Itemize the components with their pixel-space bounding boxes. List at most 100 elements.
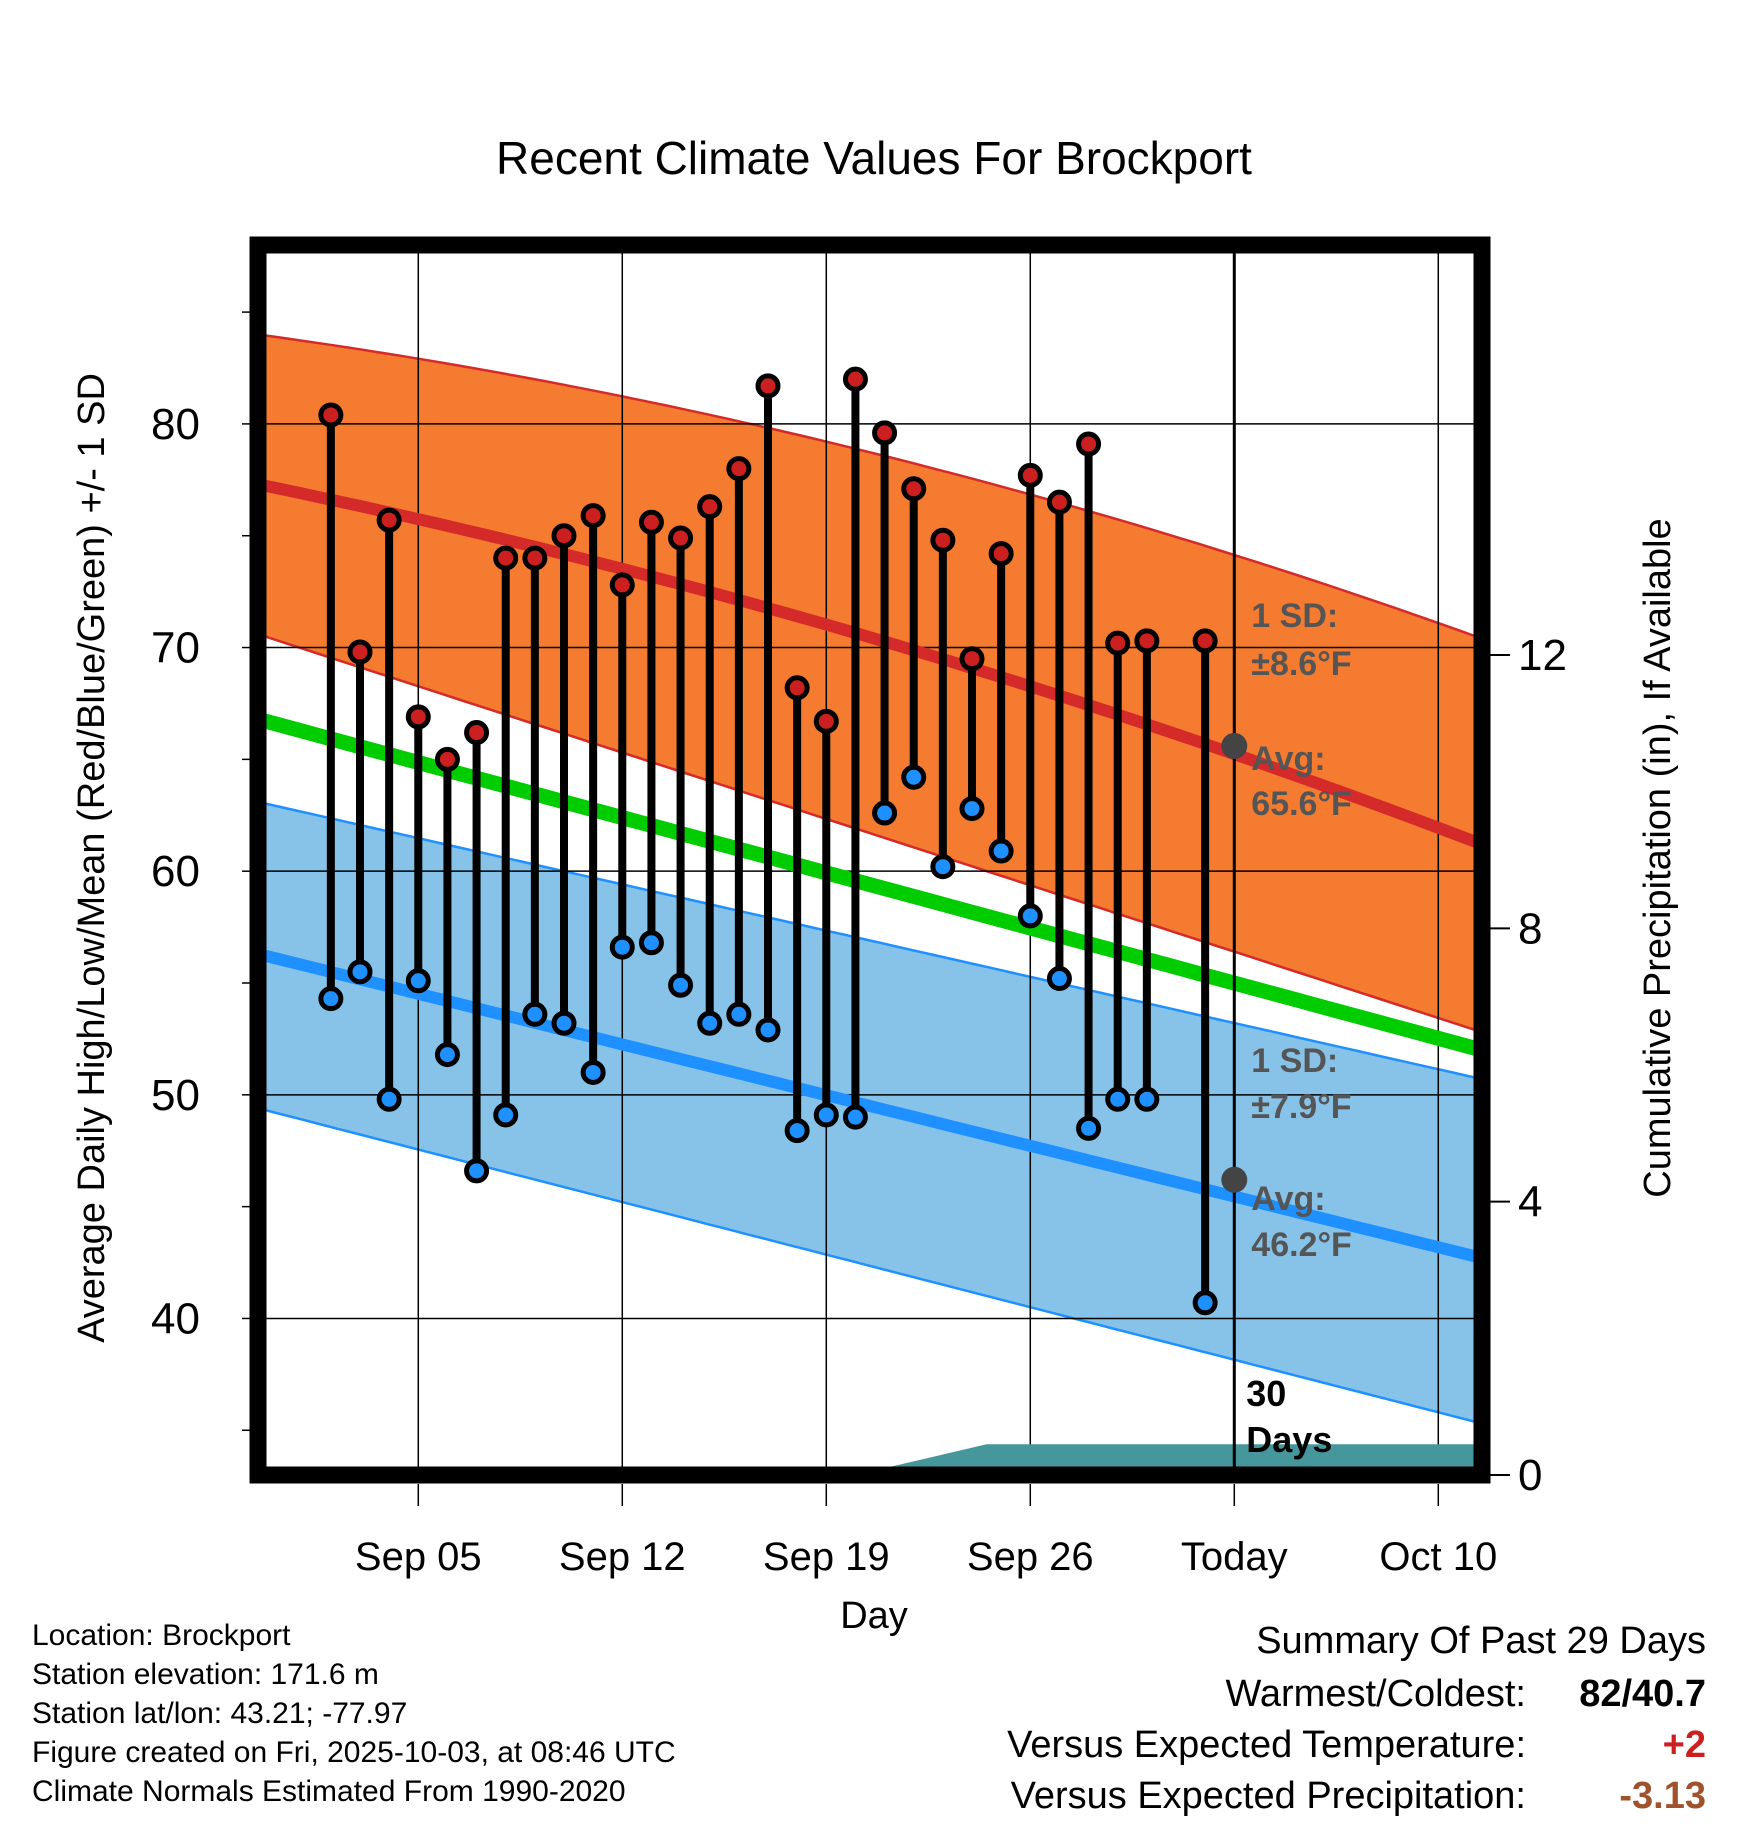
obs-high-dot-24 — [1017, 462, 1043, 488]
x-tick-label-38: Oct 10 — [1379, 1535, 1497, 1579]
y-tick-label-70: 70 — [151, 624, 200, 673]
latlon-text: Station lat/lon: 43.21; -77.97 — [32, 1697, 408, 1730]
summary-title: Summary Of Past 29 Days — [1007, 1616, 1706, 1667]
obs-low-dot-1 — [347, 959, 373, 985]
obs-low-dot-6 — [493, 1102, 519, 1128]
obs-high-dot-14 — [726, 456, 752, 482]
x-tick-label-24: Sep 26 — [967, 1535, 1094, 1579]
high-sd-label: 1 SD: — [1251, 597, 1338, 635]
obs-high-dot-21 — [930, 527, 956, 553]
obs-high-dot-26 — [1076, 431, 1102, 457]
obs-low-dot-9 — [580, 1059, 606, 1085]
obs-high-dot-7 — [522, 545, 548, 571]
obs-high-dot-2 — [376, 507, 402, 533]
y-tick-label-80: 80 — [151, 400, 200, 449]
obs-high-dot-22 — [959, 646, 985, 672]
y2-tick-label-12: 12 — [1518, 631, 1567, 680]
obs-high-dot-9 — [580, 503, 606, 529]
station-info: Location: Brockport Station elevation: 1… — [32, 1616, 676, 1811]
obs-high-dot-17 — [813, 708, 839, 734]
obs-low-dot-4 — [434, 1042, 460, 1068]
y2-tick-label-8: 8 — [1518, 904, 1542, 953]
low-avg-label: Avg: — [1251, 1180, 1325, 1218]
x-tick-label-31: Today — [1181, 1535, 1288, 1579]
obs-high-dot-13 — [697, 494, 723, 520]
y-tick-label-60: 60 — [151, 847, 200, 896]
precip-versus-label: Versus Expected Precipitation: — [1010, 1775, 1526, 1817]
low-sd-value: ±7.9°F — [1251, 1088, 1351, 1126]
today-low-avg-dot — [1221, 1166, 1248, 1193]
summary-panel: Summary Of Past 29 Days Warmest/Coldest:… — [1007, 1616, 1706, 1822]
temp-versus-row: Versus Expected Temperature: +2 — [1007, 1720, 1706, 1771]
obs-high-dot-18 — [842, 366, 868, 392]
obs-high-dot-28 — [1134, 628, 1160, 654]
obs-low-dot-7 — [522, 1001, 548, 1027]
obs-high-dot-8 — [551, 523, 577, 549]
obs-high-dot-1 — [347, 639, 373, 665]
obs-low-dot-19 — [872, 800, 898, 826]
obs-high-dot-11 — [638, 509, 664, 535]
y-tick-label-40: 40 — [151, 1294, 200, 1343]
high-sd-value: ±8.6°F — [1251, 645, 1351, 683]
obs-high-dot-19 — [872, 420, 898, 446]
obs-high-dot-15 — [755, 373, 781, 399]
location-text: Location: Brockport — [32, 1619, 291, 1652]
obs-low-dot-26 — [1076, 1115, 1102, 1141]
y2-tick-label-0: 0 — [1518, 1451, 1542, 1500]
obs-low-dot-12 — [668, 972, 694, 998]
normals-text: Climate Normals Estimated From 1990-2020 — [32, 1775, 626, 1808]
plot-frame — [249, 236, 1491, 1484]
created-text: Figure created on Fri, 2025-10-03, at 08… — [32, 1736, 676, 1769]
obs-high-dot-4 — [434, 746, 460, 772]
obs-high-dot-25 — [1046, 489, 1072, 515]
warmest-coldest-row: Warmest/Coldest: 82/40.7 — [1007, 1669, 1706, 1720]
precip-versus-row: Versus Expected Precipitation: -3.13 — [1007, 1771, 1706, 1822]
x-tick-label-17: Sep 19 — [763, 1535, 890, 1579]
obs-low-dot-10 — [609, 934, 635, 960]
obs-low-dot-23 — [988, 838, 1014, 864]
y2-tick-label-4: 4 — [1518, 1178, 1542, 1227]
obs-low-dot-11 — [638, 930, 664, 956]
low-sd-label: 1 SD: — [1251, 1042, 1338, 1080]
obs-high-dot-20 — [901, 476, 927, 502]
obs-low-dot-5 — [464, 1158, 490, 1184]
obs-low-dot-22 — [959, 796, 985, 822]
chart-title: Recent Climate Values For Brockport — [496, 132, 1252, 184]
elevation-text: Station elevation: 171.6 m — [32, 1658, 379, 1691]
y-tick-label-50: 50 — [151, 1071, 200, 1120]
obs-high-dot-5 — [464, 720, 490, 746]
normal-high-line — [258, 478, 1482, 850]
obs-high-dot-23 — [988, 541, 1014, 567]
temp-versus-label: Versus Expected Temperature: — [1007, 1724, 1526, 1766]
summary-title-text: Summary Of Past 29 Days — [1256, 1620, 1706, 1662]
x-tick-label-3: Sep 05 — [355, 1535, 482, 1579]
obs-low-dot-16 — [784, 1118, 810, 1144]
obs-low-dot-21 — [930, 854, 956, 880]
obs-low-dot-17 — [813, 1102, 839, 1128]
obs-high-dot-29 — [1192, 628, 1218, 654]
x-axis-label: Day — [840, 1595, 908, 1637]
high-avg-value: 65.6°F — [1251, 785, 1352, 823]
obs-low-dot-3 — [405, 968, 431, 994]
today-high-avg-dot — [1221, 732, 1248, 759]
normal-low-line — [258, 948, 1482, 1264]
obs-low-dot-8 — [551, 1010, 577, 1036]
obs-low-dot-29 — [1192, 1290, 1218, 1316]
plot-area — [258, 245, 1482, 1475]
obs-low-dot-25 — [1046, 966, 1072, 992]
today-days-label-1: 30 — [1246, 1373, 1286, 1414]
obs-low-dot-15 — [755, 1017, 781, 1043]
obs-high-dot-0 — [318, 402, 344, 428]
obs-low-dot-14 — [726, 1001, 752, 1027]
today-days-label-2: Days — [1246, 1419, 1332, 1460]
temp-versus-value: +2 — [1662, 1724, 1706, 1766]
obs-low-dot-28 — [1134, 1086, 1160, 1112]
plot-layer: 1 SD: ±8.6°F Avg: 65.6°F 1 SD: ±7.9°F Avg: 46.2… — [151, 236, 1567, 1579]
obs-low-dot-24 — [1017, 903, 1043, 929]
x-tick-label-10: Sep 12 — [559, 1535, 686, 1579]
obs-high-dot-16 — [784, 675, 810, 701]
obs-low-dot-18 — [842, 1104, 868, 1130]
obs-high-dot-12 — [668, 525, 694, 551]
obs-high-dot-27 — [1105, 630, 1131, 656]
